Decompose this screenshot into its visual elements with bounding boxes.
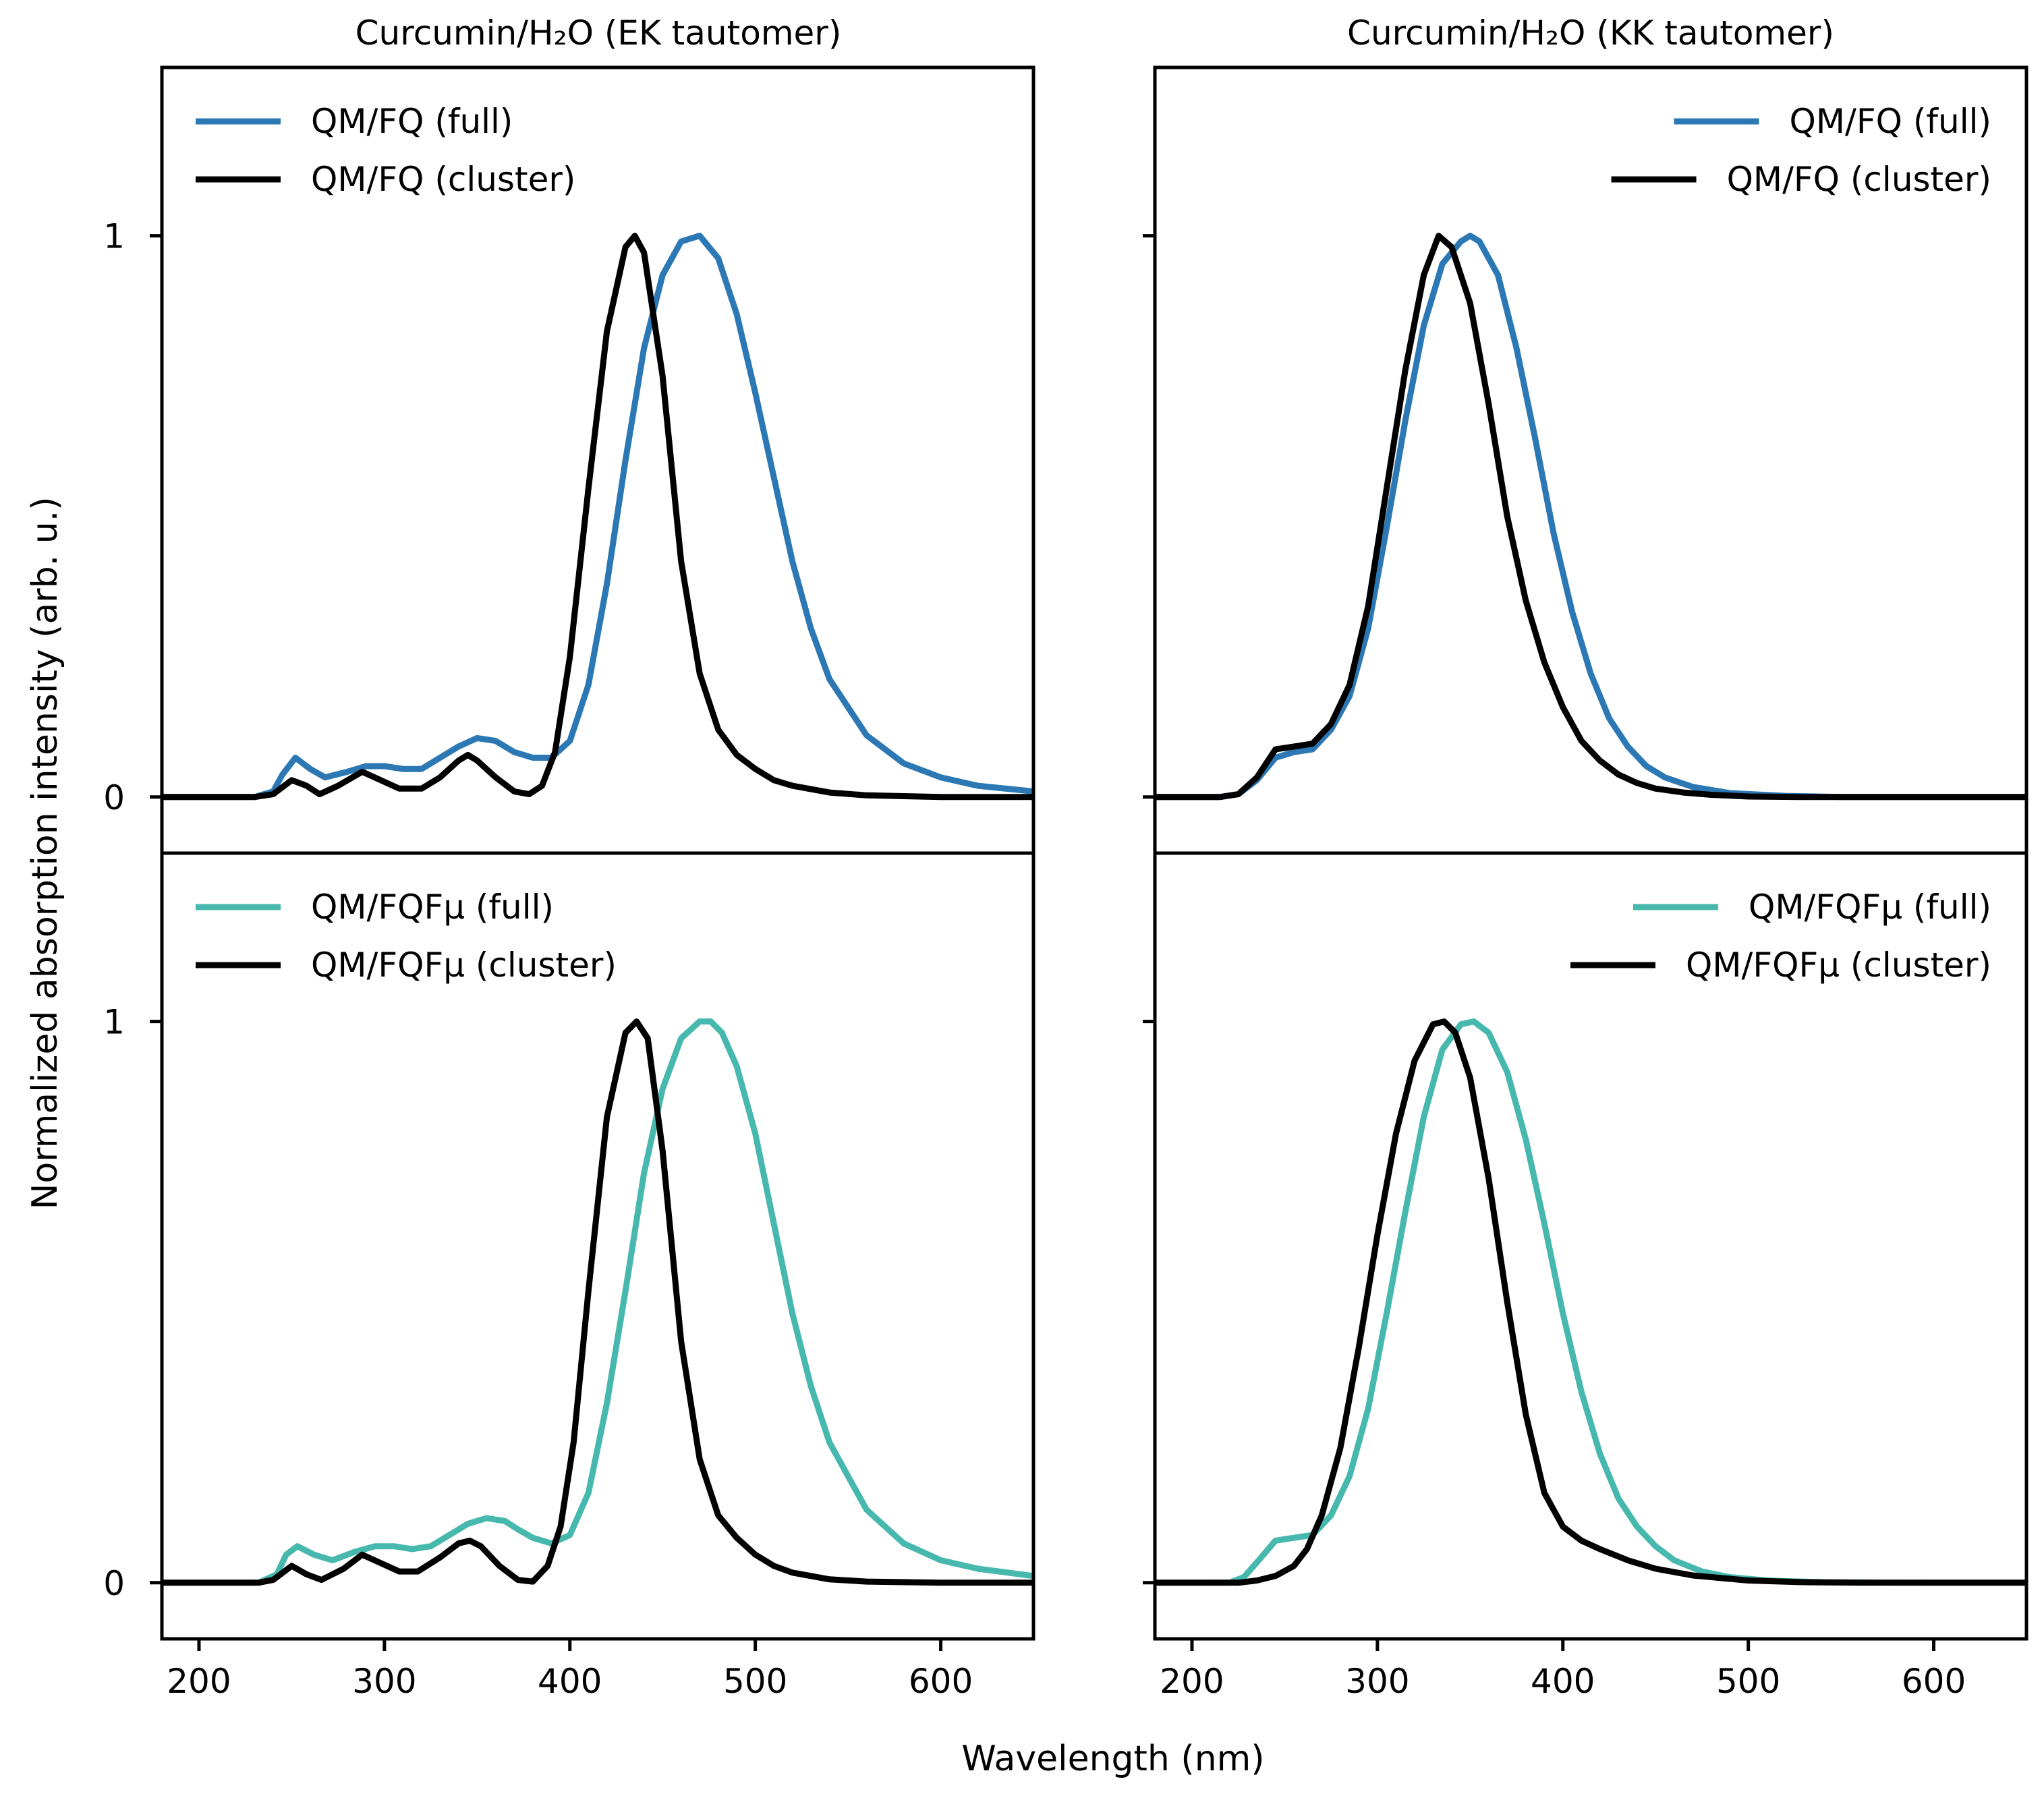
- column-title-kk: Curcumin/H₂O (KK tautomer): [1347, 13, 1834, 53]
- x-tick-label: 300: [1345, 1662, 1409, 1701]
- legend-label: QM/FQFμ (full): [311, 888, 554, 927]
- column-title-ek: Curcumin/H₂O (EK tautomer): [356, 13, 842, 53]
- legend: QM/FQFμ (full) QM/FQFμ (cluster): [196, 888, 617, 985]
- legend-label: QM/FQ (full): [311, 102, 513, 141]
- series-line-cluster: [162, 1018, 1033, 1586]
- plot-frame: [1153, 851, 2028, 1641]
- series-line-full: [1155, 233, 2026, 801]
- x-tick-label: 400: [1531, 1662, 1595, 1701]
- y-tick-label: 1: [103, 217, 125, 256]
- x-tick-label: 400: [538, 1662, 602, 1701]
- x-tick-label: 600: [909, 1662, 973, 1701]
- series-line-full: [162, 233, 1033, 801]
- y-axis-label: Normalized absorption intensity (arb. u.…: [25, 496, 65, 1209]
- legend: QM/FQ (full) QM/FQ (cluster): [196, 102, 575, 199]
- x-tick-label: 500: [723, 1662, 787, 1701]
- series-line-full: [162, 1018, 1033, 1586]
- legend-label: QM/FQ (full): [1790, 102, 1991, 141]
- panel-bottom-right: 200 300 400 500 600 QM/FQFμ (full) QM/FQFμ (cl…: [1143, 851, 2028, 1701]
- y-tick-label: 0: [103, 1564, 125, 1603]
- series-line-cluster: [1155, 233, 2026, 801]
- legend-label: QM/FQFμ (full): [1749, 888, 1991, 927]
- legend-label: QM/FQFμ (cluster): [311, 946, 617, 985]
- x-axis-label: Wavelength (nm): [961, 1739, 1264, 1779]
- x-tick-label: 200: [1160, 1662, 1224, 1701]
- legend: QM/FQFμ (full) QM/FQFμ (cluster): [1570, 888, 1991, 985]
- series-line-full: [1155, 1018, 2026, 1586]
- y-tick-label: 1: [103, 1003, 125, 1042]
- series-line-cluster: [162, 233, 1033, 801]
- legend: QM/FQ (full) QM/FQ (cluster): [1611, 102, 1991, 199]
- legend-label: QM/FQ (cluster): [311, 160, 575, 199]
- legend-label: QM/FQ (cluster): [1727, 160, 1991, 199]
- x-tick-label: 600: [1902, 1662, 1966, 1701]
- y-tick-label: 0: [103, 778, 125, 817]
- panel-top-right: QM/FQ (full) QM/FQ (cluster): [1143, 65, 2028, 855]
- plot-frame: [160, 851, 1035, 1641]
- x-tick-label: 500: [1716, 1662, 1780, 1701]
- legend-label: QM/FQFμ (cluster): [1686, 946, 1991, 985]
- panel-top-left: 0 1 QM/FQ (full) QM/FQ (cluster): [103, 65, 1035, 855]
- x-tick-label: 300: [352, 1662, 416, 1701]
- series-line-cluster: [1155, 1018, 2026, 1586]
- x-tick-label: 200: [167, 1662, 231, 1701]
